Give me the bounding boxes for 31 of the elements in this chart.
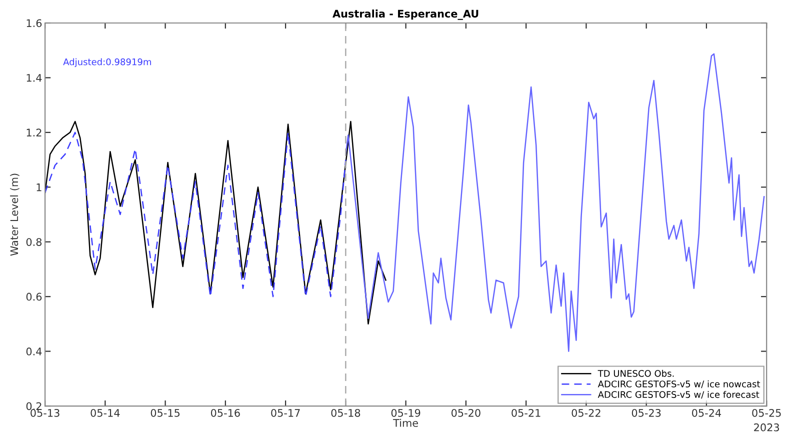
legend-label: ADCIRC GESTOFS-v5 w/ ice nowcast — [598, 380, 760, 388]
line-series — [45, 120, 386, 325]
y-tick-label: 0.6 — [26, 292, 42, 301]
legend-label: ADCIRC GESTOFS-v5 w/ ice forecast — [598, 390, 760, 399]
x-axis-title: Time — [393, 418, 418, 427]
legend-label: TD UNESCO Obs. — [598, 370, 674, 377]
x-tick-label: 05-21 — [512, 408, 540, 417]
x-tick-label: 05-22 — [572, 408, 600, 417]
x-tick-label: 05-25 — [752, 408, 781, 417]
x-tick-label: 05-20 — [451, 408, 480, 417]
chart-title: Australia - Esperance_AU — [332, 10, 478, 20]
y-tick-label: 1 — [36, 184, 42, 192]
x-tick-label: 05-15 — [150, 408, 180, 417]
x-tick-label: 05-23 — [632, 408, 661, 417]
y-tick-label: 0.4 — [26, 348, 42, 356]
line-series — [45, 132, 346, 298]
x-tick-label: 05-16 — [210, 408, 240, 417]
y-axis-title: Water Level (m) — [10, 174, 20, 256]
y-tick-label: 1.6 — [26, 19, 42, 28]
x-tick-label: 05-18 — [331, 408, 360, 417]
annotation: Adjusted:0.98919m — [63, 58, 151, 68]
x-tick-label: 05-17 — [271, 408, 300, 417]
y-tick-label: 1.2 — [26, 128, 42, 136]
y-tick-label: 1.4 — [26, 74, 42, 82]
x-tick-label: 05-13 — [30, 408, 60, 417]
x-tick-label: 05-19 — [391, 408, 420, 417]
y-tick-label: 0.8 — [26, 238, 42, 246]
text: 2023 — [754, 423, 780, 432]
x-tick-label: 05-14 — [90, 408, 120, 417]
x-tick-label: 05-24 — [692, 408, 722, 417]
line-series — [345, 53, 765, 352]
